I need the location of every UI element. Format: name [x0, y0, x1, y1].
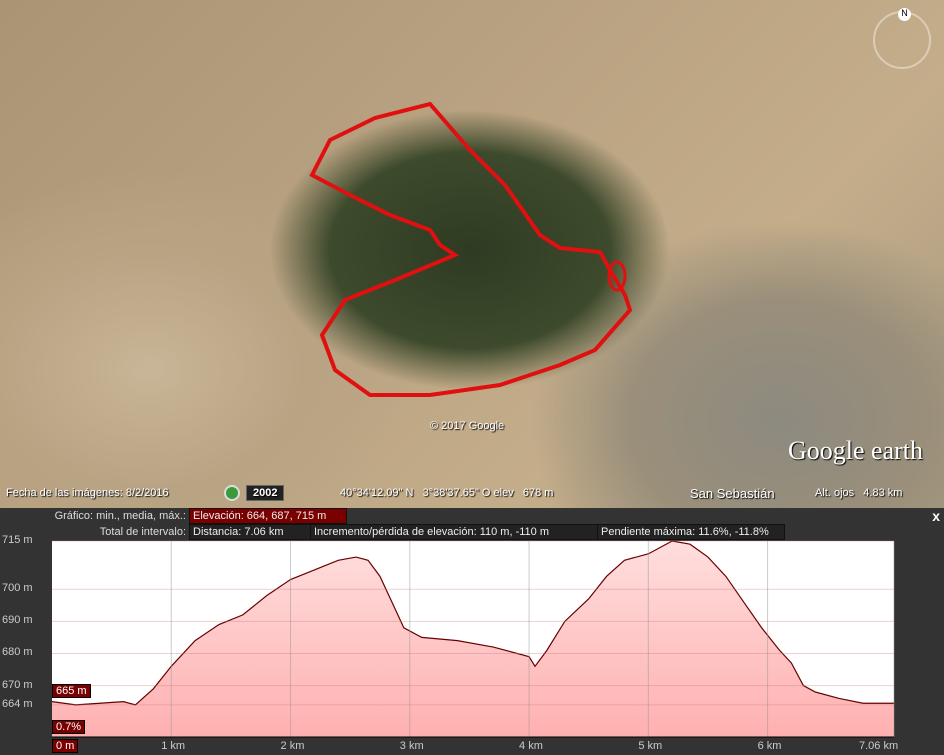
x-tick-label: 2 km — [280, 740, 305, 752]
elevation-summary: Elevación: 664, 687, 715 m — [189, 508, 347, 524]
x-tick-label: 3 km — [399, 740, 424, 752]
x-tick-label: 1 km — [161, 740, 186, 752]
elevation-line — [51, 540, 894, 706]
historical-imagery-clock-icon[interactable] — [224, 485, 240, 501]
satellite-map[interactable]: N © 2017 Google Google earth Fecha de la… — [0, 0, 944, 508]
track-loop — [607, 260, 627, 292]
summary-label: Gráfico: min., media, máx.: — [54, 510, 186, 522]
y-tick-label: 715 m — [2, 534, 33, 546]
close-icon[interactable]: x — [932, 508, 940, 524]
compass-north-icon[interactable]: N — [898, 8, 911, 21]
y-tick-label: 690 m — [2, 614, 33, 627]
imagery-date: Fecha de las imágenes: 8/2/2016 — [6, 487, 169, 499]
distance: Distancia: 7.06 km — [189, 524, 311, 540]
elevation-gain-loss: Incremento/pérdida de elevación: 110 m, … — [310, 524, 598, 540]
max-slope: Pendiente máxima: 11.6%, -11.8% — [597, 524, 785, 540]
y-tick-label: 670 m — [2, 678, 33, 691]
cursor-distance-tag: 0 m — [52, 739, 79, 753]
elevation-area — [52, 541, 894, 737]
copyright: © 2017 Google — [430, 420, 505, 432]
y-tick-label: 664 m — [2, 697, 33, 710]
x-tick-label: 6 km — [757, 740, 782, 752]
google-earth-logo: Google earth — [788, 436, 924, 465]
eye-altitude: Alt. ojos 4.83 km — [815, 487, 903, 499]
x-tick-label: 7.06 km — [859, 740, 899, 752]
place-label: San Sebastián — [690, 486, 775, 501]
y-tick-label: 680 m — [2, 646, 33, 659]
gps-track — [309, 101, 633, 397]
x-tick-label: 5 km — [638, 740, 663, 752]
x-tick-label: 4 km — [519, 740, 543, 752]
cursor-coordinates: 40°34'12.09" N 3°38'37.65" O elev 678 m — [340, 487, 554, 499]
historical-year-button[interactable]: 2002 — [246, 485, 285, 501]
cursor-slope-tag: 0.7% — [52, 720, 86, 734]
range-label: Total de intervalo: — [99, 526, 186, 538]
cursor-elevation-tag: 665 m — [52, 684, 91, 698]
y-tick-label: 700 m — [2, 582, 33, 595]
